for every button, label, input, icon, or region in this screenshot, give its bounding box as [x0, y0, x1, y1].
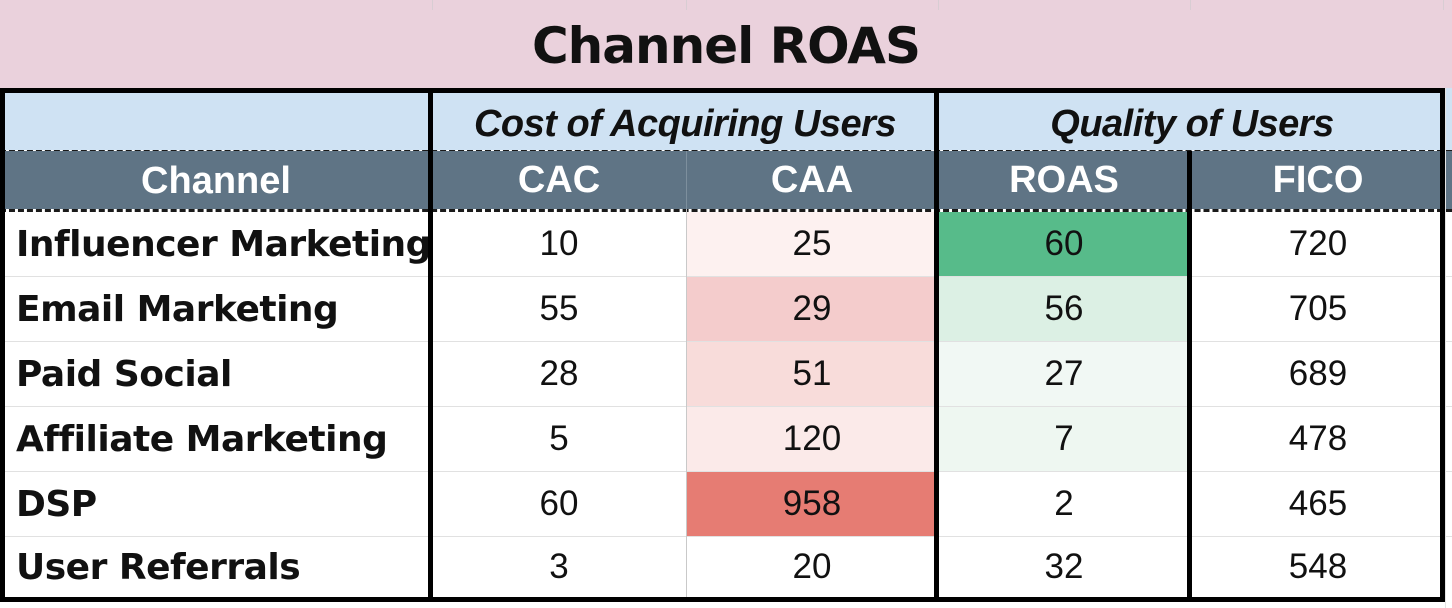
roas-cell[interactable]: 7 — [938, 407, 1190, 471]
cac-cell[interactable]: 10 — [539, 224, 579, 263]
cac-cell[interactable]: 55 — [539, 289, 579, 328]
grid-line — [1443, 0, 1444, 10]
table-border — [428, 88, 433, 602]
group-quality-header[interactable]: Quality of Users — [1050, 102, 1334, 145]
caa-cell[interactable]: 958 — [686, 472, 938, 536]
table-border-left — [0, 88, 5, 602]
header-caa[interactable]: CAA — [770, 158, 854, 201]
caa-cell[interactable]: 20 — [686, 537, 938, 597]
roas-cell[interactable]: 60 — [938, 212, 1190, 276]
fico-cell[interactable]: 548 — [1288, 547, 1348, 586]
column-divider — [686, 209, 687, 597]
caa-cell[interactable]: 120 — [686, 407, 938, 471]
table-border-top — [0, 88, 1445, 93]
group-cost-header[interactable]: Cost of Acquiring Users — [473, 102, 897, 145]
dashed-divider — [0, 209, 1452, 212]
table-border — [1187, 151, 1192, 602]
header-channel[interactable]: Channel — [141, 159, 291, 202]
fico-cell[interactable]: 720 — [1288, 224, 1348, 263]
caa-cell[interactable]: 51 — [686, 342, 938, 406]
title-bar: Channel ROAS — [0, 0, 1452, 89]
sheet-title: Channel ROAS — [531, 17, 921, 75]
table-row: Affiliate Marketing 5 120 7 478 — [0, 407, 1452, 472]
roas-cell[interactable]: 32 — [938, 537, 1190, 597]
header-cac[interactable]: CAC — [517, 158, 601, 201]
channel-table: Cost of Acquiring Users Quality of Users… — [0, 88, 1452, 608]
column-header-row: Channel CAC CAA ROAS FICO — [0, 151, 1452, 209]
cac-cell[interactable]: 28 — [539, 354, 579, 393]
table-row: Email Marketing 55 29 56 705 — [0, 277, 1452, 342]
column-divider — [686, 151, 687, 209]
channel-cell[interactable]: Email Marketing — [16, 288, 339, 330]
roas-cell[interactable]: 2 — [938, 472, 1190, 536]
caa-cell[interactable]: 25 — [686, 212, 938, 276]
table-row: User Referrals 3 20 32 548 — [0, 537, 1452, 597]
header-roas[interactable]: ROAS — [1009, 158, 1119, 201]
cac-cell[interactable]: 5 — [549, 419, 569, 458]
grid-line — [432, 0, 433, 10]
table-row: Influencer Marketing 10 25 60 720 — [0, 212, 1452, 277]
group-empty-cell[interactable] — [0, 88, 432, 150]
channel-cell[interactable]: Influencer Marketing — [16, 223, 431, 265]
grid-line — [938, 0, 939, 10]
grid-line — [686, 0, 687, 10]
fico-cell[interactable]: 705 — [1288, 289, 1348, 328]
channel-cell[interactable]: Affiliate Marketing — [16, 418, 388, 460]
channel-cell[interactable]: DSP — [16, 483, 97, 525]
table-border — [934, 88, 939, 602]
group-header-row: Cost of Acquiring Users Quality of Users — [0, 88, 1452, 150]
channel-cell[interactable]: User Referrals — [16, 546, 301, 588]
table-border-right — [1440, 88, 1445, 602]
table-row: Paid Social 28 51 27 689 — [0, 342, 1452, 407]
fico-cell[interactable]: 478 — [1288, 419, 1348, 458]
channel-cell[interactable]: Paid Social — [16, 353, 232, 395]
header-fico[interactable]: FICO — [1272, 158, 1364, 201]
cac-cell[interactable]: 60 — [539, 484, 579, 523]
roas-cell[interactable]: 56 — [938, 277, 1190, 341]
cac-cell[interactable]: 3 — [549, 547, 569, 586]
fico-cell[interactable]: 689 — [1288, 354, 1348, 393]
roas-cell[interactable]: 27 — [938, 342, 1190, 406]
table-row: DSP 60 958 2 465 — [0, 472, 1452, 537]
grid-line — [1190, 0, 1191, 10]
fico-cell[interactable]: 465 — [1288, 484, 1348, 523]
grid-line — [1445, 88, 1446, 608]
caa-cell[interactable]: 29 — [686, 277, 938, 341]
table-border-bottom — [0, 597, 1445, 602]
